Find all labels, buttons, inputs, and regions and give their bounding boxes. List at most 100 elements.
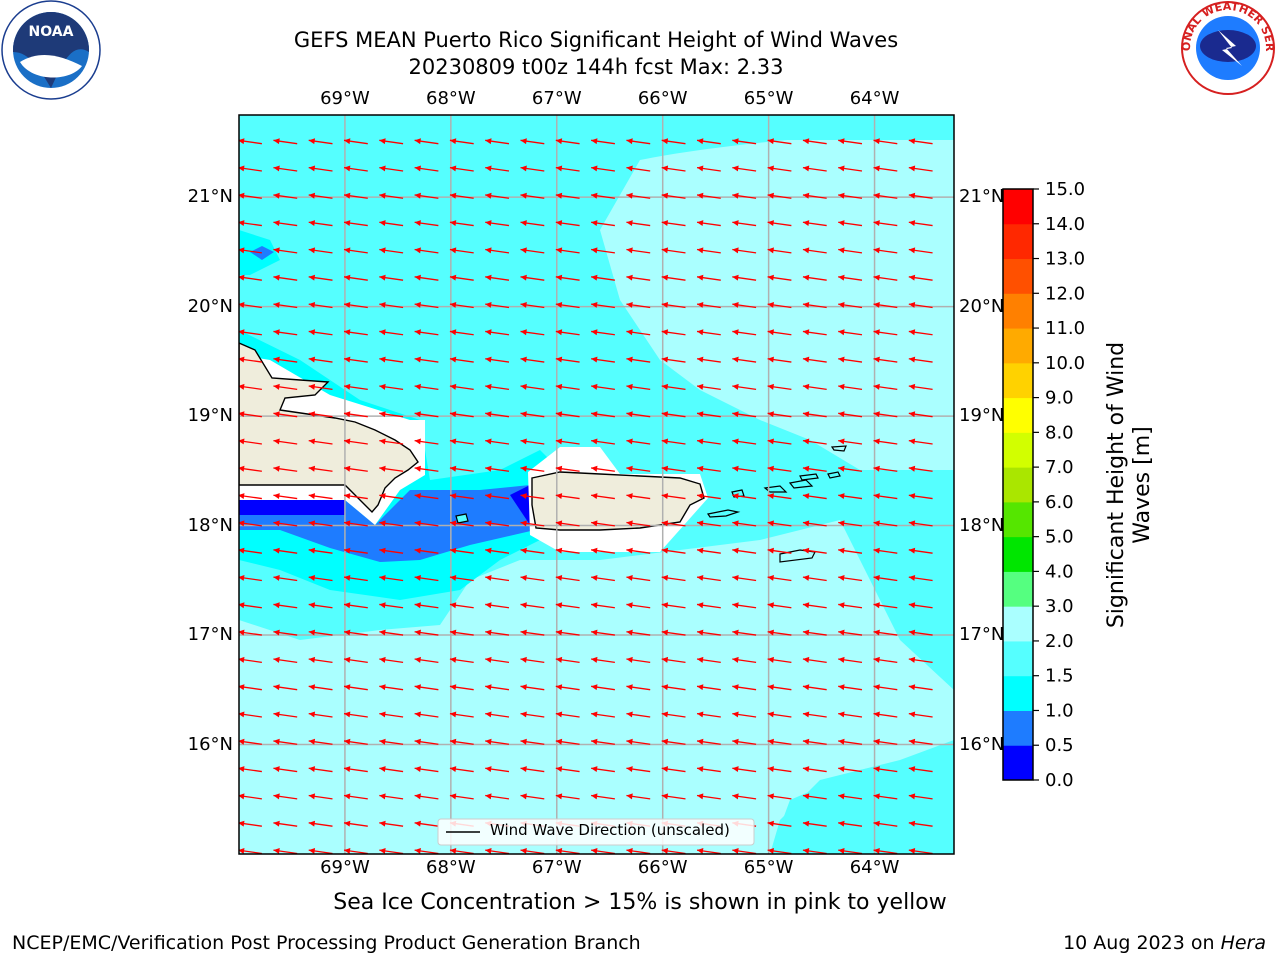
- wind-arrow: [591, 138, 615, 145]
- wind-arrow: [661, 520, 686, 527]
- colorbar-segment: [1003, 675, 1033, 711]
- wind-arrow: [661, 574, 686, 582]
- wind-arrow: [555, 411, 580, 418]
- footer-date-text: 10 Aug 2023 on: [1063, 932, 1221, 954]
- wind-arrow: [838, 602, 863, 609]
- wind-arrow: [908, 165, 933, 172]
- wind-arrow: [485, 656, 510, 664]
- chart-subtitle: 20230809 t00z 144h fcst Max: 2.33: [408, 55, 784, 79]
- wind-arrow: [626, 438, 651, 445]
- wind-arrow: [626, 738, 651, 745]
- wind-arrow: [873, 301, 898, 309]
- wind-arrow: [379, 438, 404, 445]
- wind-arrow: [343, 711, 368, 718]
- wind-arrow: [908, 274, 933, 281]
- wind-arrow: [520, 738, 545, 745]
- wind-arrow: [591, 438, 615, 445]
- colorbar-tick-label: 0.5: [1045, 735, 1074, 756]
- noaa-logo-text: NOAA: [29, 24, 74, 40]
- wind-arrow: [802, 711, 827, 718]
- wind-arrow: [873, 656, 898, 664]
- wind-arrow: [239, 547, 262, 554]
- wind-arrow: [661, 465, 686, 472]
- wind-arrow: [696, 629, 721, 636]
- wind-arrow: [732, 247, 757, 254]
- wind-arrow: [732, 629, 757, 636]
- wind-arrow: [732, 520, 757, 527]
- wind-arrow: [838, 820, 863, 827]
- wind-arrow: [661, 438, 686, 445]
- wind-arrow: [449, 847, 474, 854]
- wind-arrow: [520, 165, 545, 172]
- wind-arrow: [239, 247, 262, 254]
- wind-arrow: [591, 711, 615, 718]
- wind-arrow: [485, 574, 510, 582]
- lat-tick-label-left: 20°N: [187, 295, 233, 317]
- wind-arrow: [449, 383, 474, 391]
- wind-arrow: [520, 301, 545, 309]
- wind-arrow: [696, 465, 721, 472]
- wind-arrow: [520, 438, 545, 445]
- wind-arrow: [379, 711, 404, 718]
- wind-arrow: [908, 711, 933, 718]
- wind-arrow: [908, 820, 933, 827]
- wind-arrow: [239, 602, 262, 609]
- wind-arrow: [873, 465, 898, 472]
- wind-arrow: [308, 138, 333, 145]
- lon-tick-label-bottom: 69°W: [320, 857, 370, 878]
- wind-arrow: [449, 274, 474, 281]
- legend-label: Wind Wave Direction (unscaled): [490, 821, 730, 839]
- wind-arrow: [449, 138, 474, 145]
- st-john-island: [788, 479, 814, 489]
- wind-arrow: [555, 220, 580, 227]
- wind-arrow: [838, 138, 863, 145]
- wind-arrow: [343, 574, 368, 582]
- wind-arrow: [273, 274, 298, 281]
- wind-arrow: [520, 192, 545, 199]
- wind-arrow: [802, 329, 827, 336]
- wind-arrow: [239, 301, 262, 309]
- wind-arrow: [379, 738, 404, 745]
- wind-arrow: [343, 247, 368, 254]
- wind-arrow: [239, 656, 262, 664]
- lon-tick-label-top: 68°W: [425, 88, 476, 109]
- wind-arrow: [732, 356, 757, 363]
- wind-arrow: [908, 411, 933, 418]
- wind-arrow: [661, 138, 686, 145]
- wind-arrow: [239, 793, 262, 800]
- wind-arrow: [308, 547, 333, 554]
- colorbar-tick-label: 7.0: [1045, 457, 1074, 478]
- lat-tick-label-right: 21°N: [959, 186, 1005, 208]
- wind-arrow: [873, 547, 898, 554]
- wind-arrow: [661, 656, 686, 664]
- nws-logo: NATIONAL WEATHER SERVICE: [1176, 0, 1276, 95]
- wind-arrow: [555, 493, 580, 500]
- wind-arrow: [696, 274, 721, 281]
- colorbar-segment: [1003, 710, 1033, 746]
- colorbar-segment: [1003, 571, 1033, 607]
- wind-arrow: [873, 738, 898, 745]
- lat-tick-label-right: 20°N: [959, 295, 1005, 317]
- wind-arrow: [873, 847, 898, 854]
- wind-arrow: [449, 465, 474, 472]
- anegada-island: [830, 445, 847, 452]
- wind-arrow: [767, 711, 792, 718]
- wind-arrow: [591, 411, 615, 418]
- wind-arrow: [414, 274, 439, 281]
- wind-arrow: [767, 766, 792, 773]
- wind-arrow: [485, 438, 510, 445]
- wind-arrow: [273, 574, 298, 582]
- wind-arrow: [449, 766, 474, 773]
- wind-arrow: [379, 629, 404, 636]
- wind-arrow: [838, 547, 863, 554]
- wind-arrow: [520, 220, 545, 227]
- wind-arrow: [626, 766, 651, 773]
- wind-arrow: [873, 220, 898, 227]
- wind-arrow: [802, 847, 827, 854]
- wind-arrow: [626, 301, 651, 309]
- wind-arrow: [239, 629, 262, 636]
- wind-arrow: [449, 738, 474, 745]
- wind-arrow: [696, 656, 721, 664]
- wind-arrow: [520, 602, 545, 609]
- wind-arrow: [239, 820, 262, 827]
